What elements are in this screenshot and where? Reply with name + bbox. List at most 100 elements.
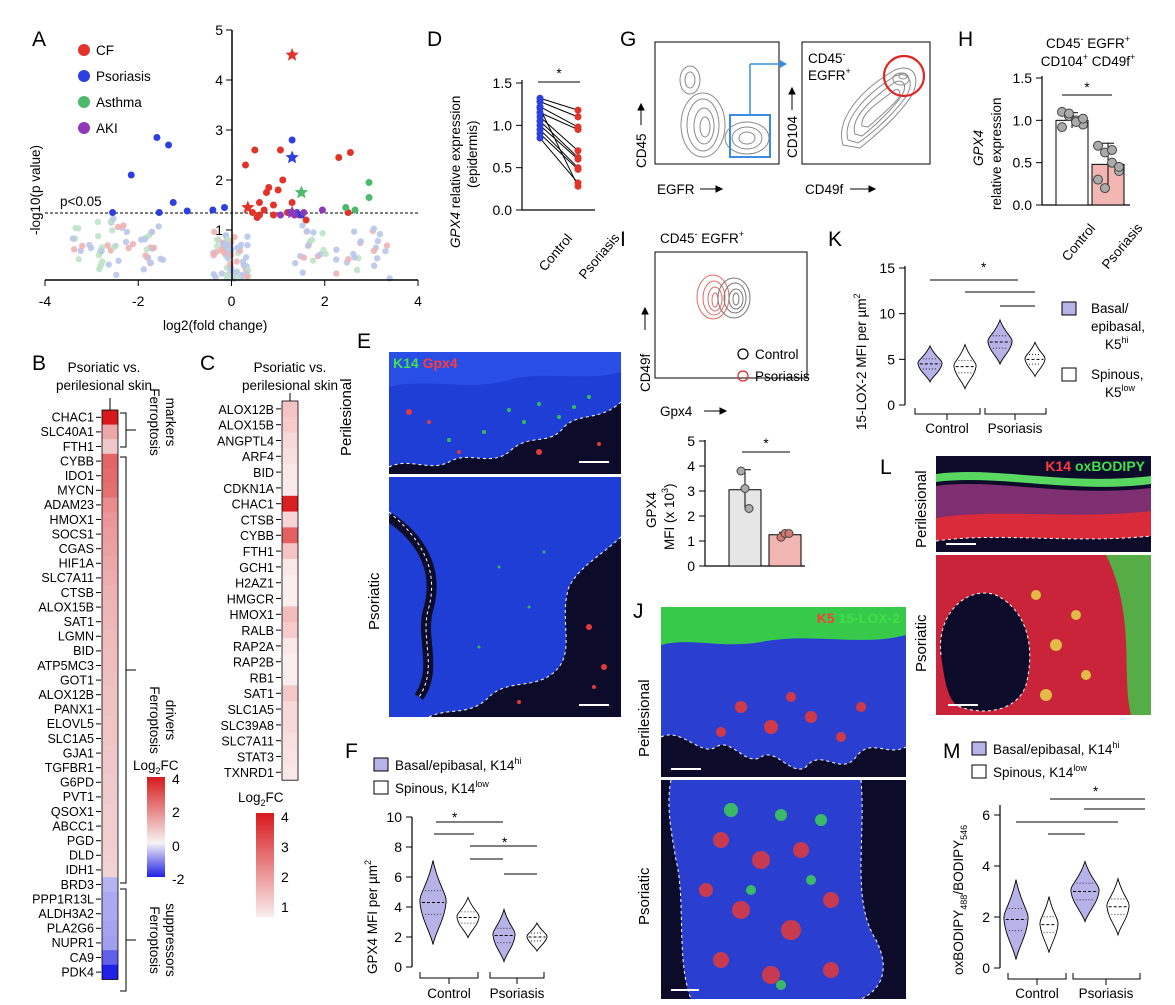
volcano-background-points <box>69 215 393 283</box>
b-gene-adam23: ADAM23 <box>44 498 94 512</box>
colorbar-c-tick-3: 3 <box>281 839 289 855</box>
legend-f-spinous: Spinous, K14low <box>395 779 489 796</box>
a-point-cf <box>255 211 263 219</box>
i-ytick-label: 4 <box>687 458 695 474</box>
i-bar-0 <box>728 489 762 567</box>
a-background-point <box>94 218 102 226</box>
b-cell-ido1 <box>102 468 118 484</box>
c-gene-ralb: RALB <box>241 624 274 638</box>
c-heatmap-border <box>281 400 299 781</box>
b-gene-ctsb: CTSB <box>61 586 94 600</box>
a-point-asthma <box>365 194 373 201</box>
panel-c-title-line2: perilesional skin <box>242 378 338 393</box>
a-background-point <box>374 237 382 245</box>
b-cell-ctsb <box>102 585 118 601</box>
group-label-drivers-b: drivers <box>163 700 178 741</box>
a-background-point <box>113 271 120 279</box>
c-gene-hmgcr: HMGCR <box>227 592 274 606</box>
k-violin-3 <box>1024 341 1046 378</box>
panel-letter-b: B <box>32 352 46 375</box>
panel-h-bar: CD45- EGFR+ CD104+ CD49f+ 0.0 0.5 1.0 1.5 *… <box>971 34 1146 272</box>
b-gene-lgmn: LGMN <box>58 630 94 644</box>
b-cell-g6pd <box>102 775 118 790</box>
b-cell-dld <box>102 848 118 863</box>
a-background-point <box>123 228 131 236</box>
panel-e-stain-b: Gpx4 <box>422 355 458 371</box>
a-background-point <box>333 246 340 253</box>
panel-letter-h: H <box>958 28 973 51</box>
colorbar-b-tick-0: 0 <box>172 838 180 854</box>
m-ytick-label: 2 <box>982 909 990 925</box>
gate2-ylabel: CD104 <box>785 115 800 158</box>
a-background-point <box>114 223 122 231</box>
a-background-point <box>115 257 122 264</box>
panel-l-row-psoriatic: Psoriatic <box>913 614 930 672</box>
panel-b-group-brackets <box>120 412 136 992</box>
m-violin-3 <box>1106 877 1130 937</box>
a-background-point <box>129 240 137 248</box>
panel-j-stain-a: K5 <box>816 610 835 626</box>
panel-l-row-perilesional: Perilesional <box>913 470 930 548</box>
legend-label-asthma: Asthma <box>96 95 142 110</box>
panel-j-row-psoriatic: Psoriatic <box>636 867 653 925</box>
a-background-point <box>120 222 127 229</box>
d-pair-line <box>539 108 579 187</box>
c-cell-rap2b <box>282 653 298 670</box>
gate-plot-2-contours <box>841 67 917 149</box>
b-cell-abcc1 <box>102 818 118 834</box>
panel-letter-a: A <box>32 28 46 51</box>
c-cell-ctsb <box>282 511 298 528</box>
panel-f-sig-1: * <box>452 810 458 825</box>
panel-m-group-psoriasis: Psoriasis <box>1079 986 1134 1001</box>
b-gene-atp5mc3: ATP5MC3 <box>37 659 94 673</box>
a-background-point <box>109 227 116 234</box>
b-gene-panx1: PANX1 <box>54 703 94 717</box>
a-star-cf <box>241 200 255 214</box>
a-background-point <box>224 236 231 243</box>
panel-i-sig: * <box>763 436 769 451</box>
panel-letter-m: M <box>943 740 961 763</box>
c-gene-gch1: GCH1 <box>239 561 274 575</box>
a-point-aki <box>318 206 326 214</box>
b-gene-ido1: IDO1 <box>65 469 94 483</box>
a-background-point <box>87 244 95 252</box>
panel-i-contours <box>696 274 751 320</box>
a-background-point <box>210 252 217 259</box>
panel-i: CD45- EGFR+ Control Psoriasis CD49f Gpx4… <box>638 229 810 574</box>
gate1-ylabel: CD45 <box>634 133 649 168</box>
b-gene-pla2g6: PLA2G6 <box>47 922 94 936</box>
b-cell-cybb <box>102 453 118 469</box>
d-point-psoriasis <box>574 106 582 114</box>
b-cell-gja1 <box>102 745 118 761</box>
panel-d-ylabel2: (epidermis) <box>465 120 480 188</box>
threshold-label: p<0.05 <box>60 194 102 209</box>
a-background-point <box>213 242 221 250</box>
f-ytick-label: 0 <box>394 959 402 975</box>
a-point-aki <box>276 211 284 219</box>
colorbar-b-tick-4: 4 <box>172 771 180 787</box>
f-ytick-label: 6 <box>394 869 402 885</box>
a-xtick-label: -2 <box>132 293 145 309</box>
panel-i-title: CD45- EGFR+ <box>660 229 744 246</box>
a-point-cf <box>255 199 263 206</box>
a-background-point <box>122 238 130 246</box>
panel-m-ylabel: oxBODIPY488/BODIPY546 <box>951 825 969 975</box>
a-point-psoriasis <box>183 207 191 215</box>
d-pair-line <box>539 129 579 169</box>
gate-label-a: CD45- <box>808 49 846 66</box>
d-point-control <box>536 98 544 106</box>
c-cell-slc7a11 <box>282 732 298 749</box>
gate2-xlabel: CD49f <box>805 182 844 197</box>
c-gene-angptl4: ANGPTL4 <box>217 434 274 448</box>
h-point <box>1093 140 1103 151</box>
panel-letter-f: F <box>345 740 358 763</box>
a-background-point <box>159 256 167 263</box>
c-cell-chac1 <box>282 495 298 512</box>
b-cell-slc7a11 <box>102 570 118 586</box>
a-point-cf <box>279 176 287 184</box>
a-background-point <box>373 255 381 262</box>
a-background-point <box>78 242 86 250</box>
c-gene-alox12b: ALOX12B <box>218 403 274 417</box>
a-background-point <box>110 243 118 251</box>
gate-plot-1-contours <box>679 65 770 158</box>
